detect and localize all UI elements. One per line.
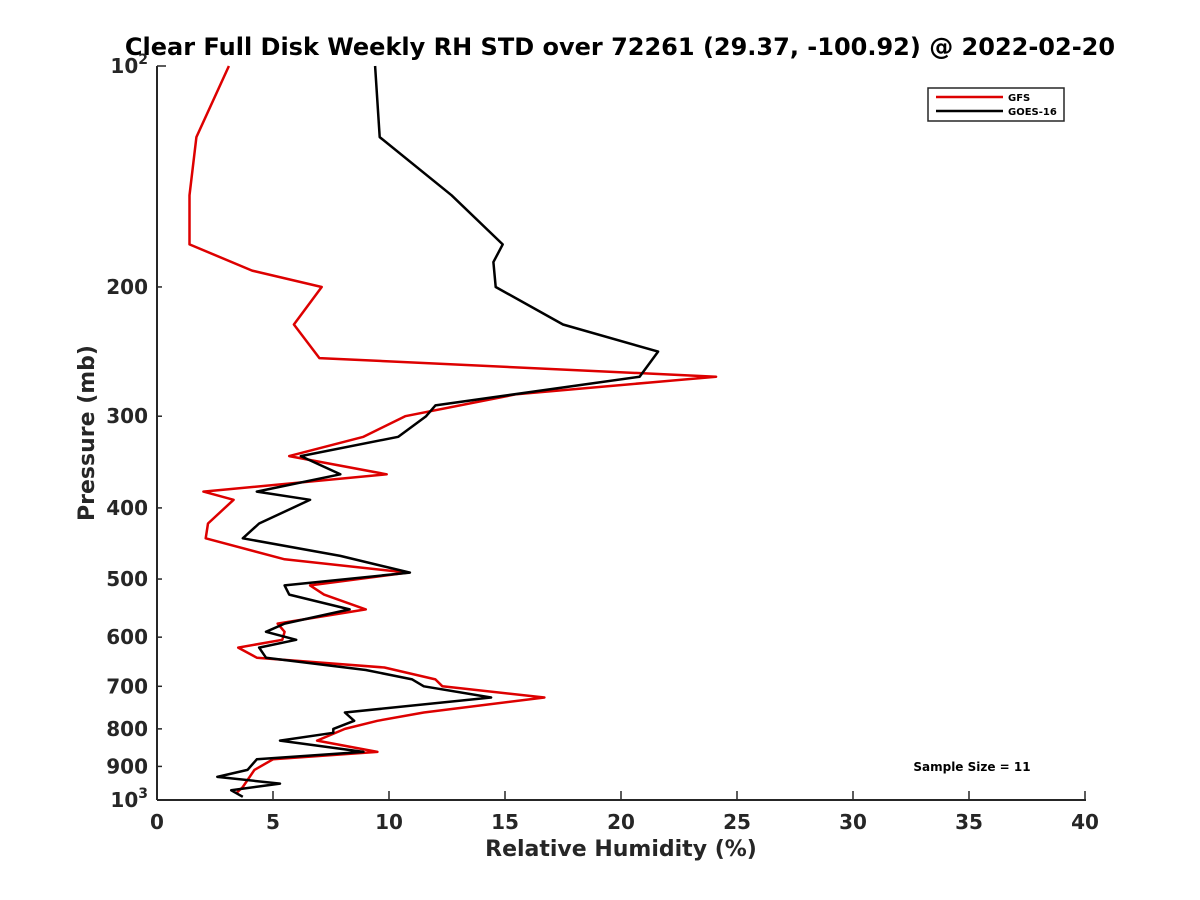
x-tick-label: 30 [839,810,867,834]
sample-size-annotation: Sample Size = 11 [913,760,1030,774]
chart-title: Clear Full Disk Weekly RH STD over 72261… [125,33,1115,61]
y-tick-label: 400 [106,496,148,520]
series-line-gfs [188,65,718,795]
y-tick-label: 500 [106,567,148,591]
series-layer [188,65,718,798]
x-tick-label: 15 [491,810,519,834]
y-axis-label: Pressure (mb) [75,345,100,521]
y-tick-label: 600 [106,625,148,649]
legend-label-gfs: GFS [1008,93,1030,104]
x-tick-label: 10 [375,810,403,834]
series-line-goes-16 [216,65,660,798]
y-tick-label: 800 [106,717,148,741]
x-tick-label: 40 [1071,810,1099,834]
x-tick-label: 20 [607,810,635,834]
y-tick-label: 102 [110,52,148,78]
x-axis-label: Relative Humidity (%) [485,837,757,862]
x-tick-label: 25 [723,810,751,834]
y-tick-label: 200 [106,275,148,299]
x-tick-label: 35 [955,810,983,834]
y-ticks: 102 200 300 400 500 600 700 800 900 103 [106,52,166,812]
legend-box [927,87,1065,122]
legend-label-goes16: GOES-16 [1008,107,1057,118]
legend: GFS GOES-16 [927,87,1065,122]
y-tick-label: 700 [106,674,148,698]
y-tick-label: 103 [110,786,148,812]
x-ticks: 0 5 10 15 20 25 30 35 40 [150,791,1099,834]
y-tick-label: 900 [106,754,148,778]
x-tick-label: 5 [266,810,280,834]
x-tick-label: 0 [150,810,164,834]
y-tick-label: 300 [106,404,148,428]
